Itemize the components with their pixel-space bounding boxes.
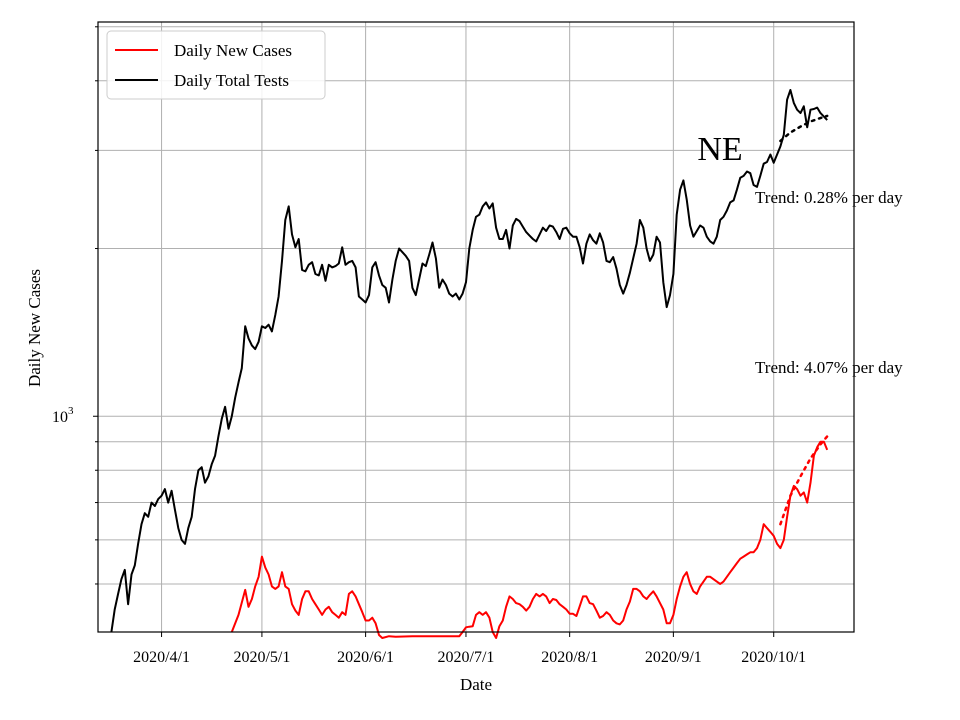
- legend-label-cases: Daily New Cases: [174, 41, 292, 60]
- grid: [98, 22, 854, 632]
- x-tick-label: 2020/5/1: [233, 649, 290, 666]
- x-tick-label: 2020/10/1: [741, 649, 806, 666]
- x-tick-label: 2020/9/1: [645, 649, 702, 666]
- axis-ticks: 2020/4/1 2020/5/1 2020/6/1 2020/7/1 2020/8/1…: [52, 26, 806, 666]
- y-tick-label: 103: [52, 405, 74, 426]
- plot-frame: [97, 21, 855, 633]
- x-axis-label: Date: [460, 675, 492, 694]
- series-line-cases: [230, 440, 829, 639]
- trend-line-tests: [779, 114, 829, 143]
- state-label: NE: [697, 131, 742, 168]
- x-tick-label: 2020/4/1: [133, 649, 190, 666]
- x-tick-label: 2020/8/1: [541, 649, 598, 666]
- x-tick-label: 2020/6/1: [337, 649, 394, 666]
- legend-box: [106, 30, 326, 100]
- series-group: [110, 89, 829, 639]
- annotation-tests-trend: Trend: 0.28% per day: [755, 188, 903, 207]
- series-line-tests: [110, 89, 828, 633]
- legend: Daily New Cases Daily Total Tests: [106, 30, 326, 100]
- annotation-cases-trend: Trend: 4.07% per day: [755, 358, 903, 377]
- trend-line-cases: [779, 435, 829, 526]
- y-axis-label: Daily New Cases: [25, 269, 44, 387]
- legend-label-tests: Daily Total Tests: [174, 71, 289, 90]
- x-tick-label: 2020/7/1: [438, 649, 495, 666]
